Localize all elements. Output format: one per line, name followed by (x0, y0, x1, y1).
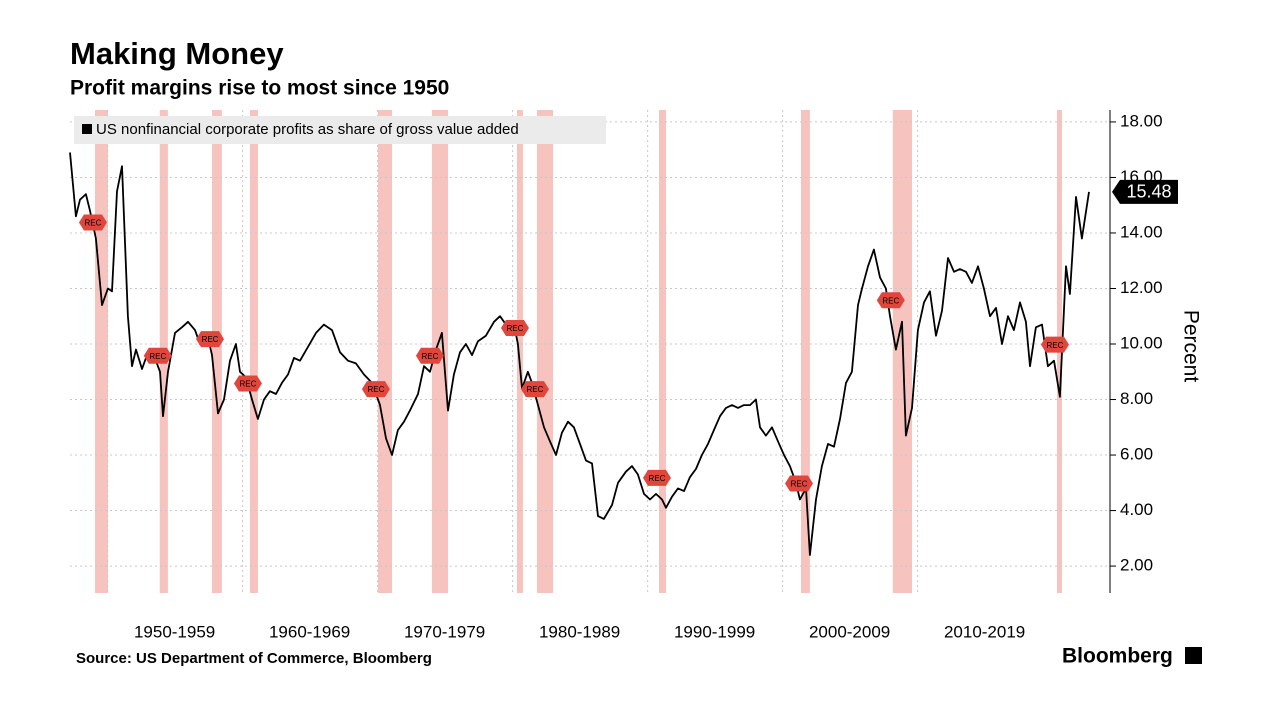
recession-band (658, 110, 667, 593)
recession-tag-label: REC (85, 219, 102, 228)
recession-tag: REC (415, 347, 444, 364)
recession-tag-shape (196, 331, 225, 348)
recession-tag-label: REC (240, 380, 257, 389)
brand-icon (1185, 647, 1202, 664)
line-series (69, 152, 1090, 556)
recession-band (801, 110, 810, 593)
recession-tag-shape (78, 214, 107, 231)
recession-tag: REC (361, 381, 390, 398)
recession-band (377, 110, 392, 593)
recession-tag-shape (876, 292, 905, 309)
y-tick-label: 12.00 (1120, 278, 1163, 297)
y-tick-label: 6.00 (1120, 445, 1153, 464)
recession-tag-label: REC (1047, 341, 1064, 350)
x-tick-label: 1950-1959 (134, 622, 215, 641)
recession-tag: REC (520, 381, 549, 398)
recession-tag: REC (143, 347, 172, 364)
recession-tag: REC (196, 331, 225, 348)
recession-tag-shape (520, 381, 549, 398)
recession-tag: REC (785, 475, 814, 492)
recession-tag-shape (642, 469, 671, 486)
recession-band (249, 110, 258, 593)
x-tick-label: 2000-2009 (809, 622, 890, 641)
x-tick-label: 1960-1969 (269, 622, 350, 641)
legend-box (74, 116, 606, 144)
recession-band (212, 110, 222, 593)
recession-tag-shape (500, 320, 529, 337)
y-tick-label: 2.00 (1120, 556, 1153, 575)
source: Source: US Department of Commerce, Bloom… (76, 650, 432, 667)
recession-tag-label: REC (649, 474, 666, 483)
recession-tag-label: REC (507, 324, 524, 333)
brand: Bloomberg (1062, 645, 1173, 668)
last-value-box (1112, 179, 1178, 204)
recession-tag-shape (361, 381, 390, 398)
y-tick-label: 14.00 (1120, 222, 1163, 241)
chart-title: Making Money (70, 36, 284, 71)
recession-tag: REC (642, 469, 671, 486)
recession-tag-label: REC (882, 296, 899, 305)
legend-label: US nonfinancial corporate profits as sha… (96, 121, 519, 138)
recession-tag: REC (78, 214, 107, 231)
recession-tag-label: REC (791, 480, 808, 489)
x-tick-label: 1970-1979 (404, 622, 485, 641)
x-tick-label: 1990-1999 (674, 622, 755, 641)
recession-tag-label: REC (421, 352, 438, 361)
x-tick-label: 1980-1989 (539, 622, 620, 641)
recession-band (516, 110, 523, 593)
y-tick-label: 4.00 (1120, 500, 1153, 519)
y-tick-label: 10.00 (1120, 333, 1163, 352)
recession-tag: REC (500, 320, 529, 337)
recession-tag: REC (233, 375, 262, 392)
recession-tag-shape (415, 347, 444, 364)
recession-tag-label: REC (367, 385, 384, 394)
recession-tag-label: REC (202, 335, 219, 344)
recession-tag: REC (1040, 336, 1069, 353)
recession-tag-shape (143, 347, 172, 364)
recession-tag-label: REC (149, 352, 166, 361)
recession-tag-shape (233, 375, 262, 392)
y-tick-label: 18.00 (1120, 111, 1163, 130)
recession-tag: REC (876, 292, 905, 309)
recession-band (536, 110, 554, 593)
y-axis-label: Percent (1179, 310, 1202, 383)
last-value-label: 15.48 (1126, 182, 1171, 202)
y-tick-label: 8.00 (1120, 389, 1153, 408)
x-tick-label: 2010-2019 (944, 622, 1025, 641)
recession-tag-label: REC (527, 385, 544, 394)
chart-subtitle: Profit margins rise to most since 1950 (70, 77, 449, 100)
legend-swatch (82, 124, 92, 134)
recession-tag-shape (785, 475, 814, 492)
recession-tag-shape (1040, 336, 1069, 353)
recession-band (94, 110, 108, 593)
